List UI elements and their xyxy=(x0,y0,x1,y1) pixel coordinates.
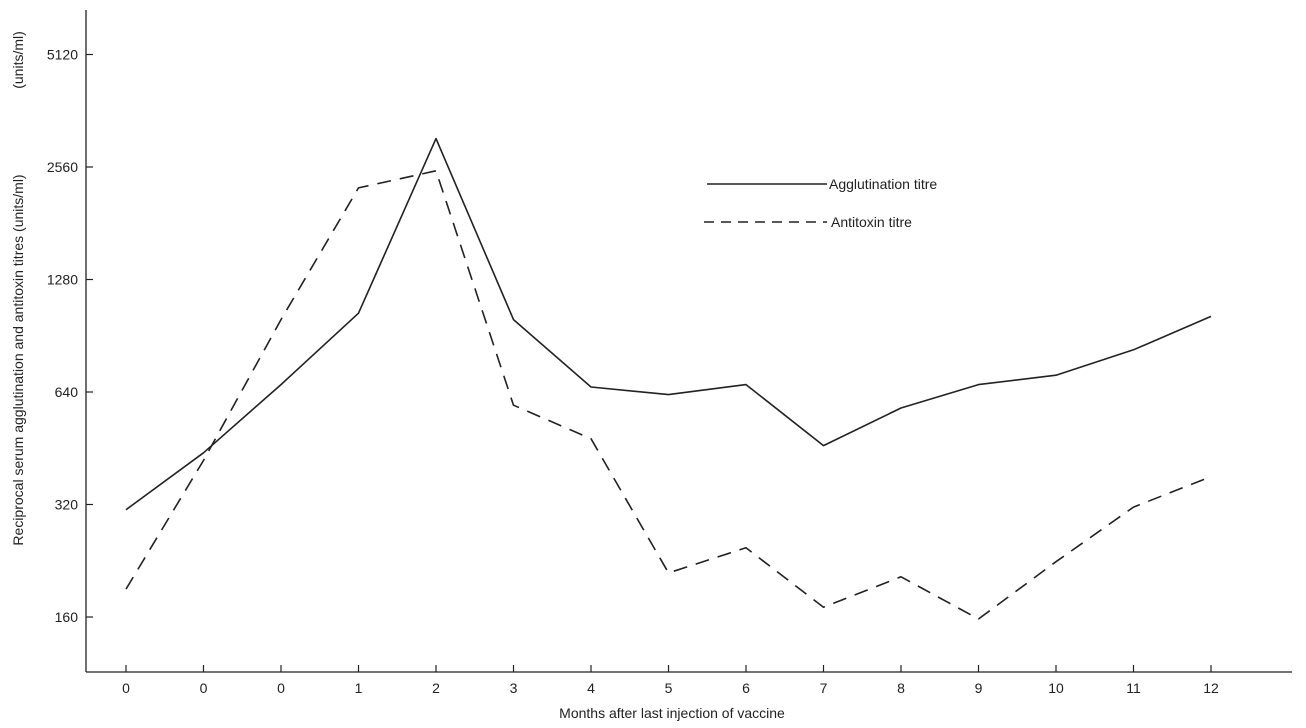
x-tick-label: 10 xyxy=(1048,680,1064,696)
x-axis-title: Months after last injection of vaccine xyxy=(559,705,785,721)
x-tick-label: 0 xyxy=(200,680,208,696)
x-tick-label: 11 xyxy=(1126,680,1141,696)
x-tick-label: 0 xyxy=(122,680,130,696)
x-tick-label: 7 xyxy=(820,680,828,696)
legend: Agglutination titre Antitoxin titre xyxy=(704,176,937,230)
series-group xyxy=(125,137,1212,620)
x-tick-label: 0 xyxy=(277,680,285,696)
y-axis-title: Reciprocal serum agglutination and antit… xyxy=(10,174,26,545)
x-tick-label: 3 xyxy=(510,680,518,696)
x-tick-label: 9 xyxy=(975,680,983,696)
y-tick-label: 320 xyxy=(55,497,79,513)
legend-label-agglutination: Agglutination titre xyxy=(829,176,937,192)
x-tick-label: 4 xyxy=(587,680,595,696)
y-tick-label: 5120 xyxy=(47,47,78,63)
x-tick-label: 6 xyxy=(742,680,750,696)
y-tick-label: 2560 xyxy=(47,159,78,175)
x-tick-label: 8 xyxy=(897,680,905,696)
y-tick-label: 1280 xyxy=(47,272,78,288)
x-tick-label: 12 xyxy=(1203,680,1219,696)
legend-label-antitoxin: Antitoxin titre xyxy=(831,214,912,230)
x-ticks: 0 0 0 1 2 3 4 5 6 7 8 9 10 11 12 xyxy=(122,665,1219,696)
y-tick-label: 160 xyxy=(55,609,79,625)
series-line-agglutination xyxy=(125,137,1212,511)
y-tick-label: 640 xyxy=(55,384,79,400)
x-tick-label: 1 xyxy=(355,680,363,696)
axes xyxy=(85,10,1292,673)
x-tick-label: 5 xyxy=(665,680,673,696)
x-tick-label: 2 xyxy=(432,680,440,696)
y-ticks: 160 320 640 1280 2560 5120 xyxy=(47,47,93,625)
y-axis-title-secondary: (units/ml) xyxy=(10,31,26,89)
